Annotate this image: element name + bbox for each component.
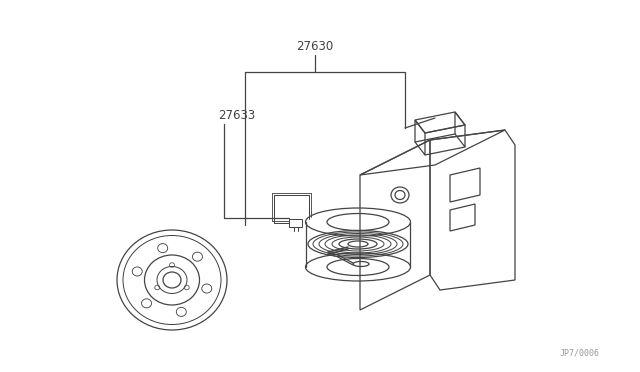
Text: 27630: 27630: [296, 40, 333, 53]
Text: JP7/0006: JP7/0006: [560, 349, 600, 358]
Text: 27633: 27633: [218, 109, 255, 122]
